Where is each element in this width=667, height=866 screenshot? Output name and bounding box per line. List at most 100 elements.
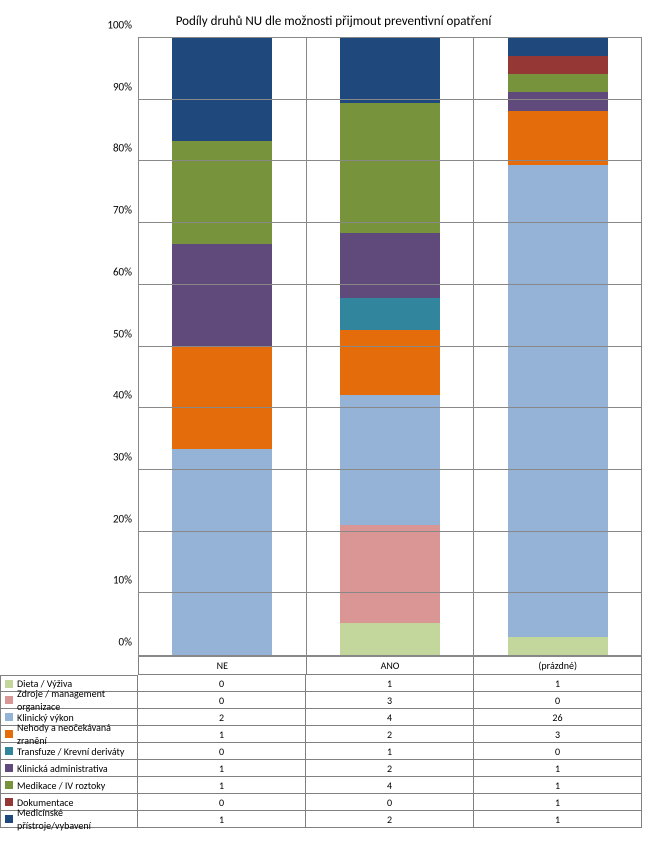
table-row: 121 — [138, 811, 642, 828]
bars-layer — [138, 38, 641, 655]
table-cell: 0 — [138, 692, 306, 709]
table-cell: 26 — [474, 709, 642, 726]
table-row: 123 — [138, 726, 642, 743]
x-tick-label: ANO — [306, 657, 475, 675]
table-cell: 1 — [474, 794, 642, 811]
bar-column — [473, 38, 641, 655]
bar-segment — [508, 38, 608, 56]
legend-label: Medikace / IV roztoky — [17, 779, 105, 792]
bar-segment — [172, 141, 272, 244]
table-cell: 0 — [474, 743, 642, 760]
table-row: 030 — [138, 692, 642, 709]
bar-segment — [340, 233, 440, 298]
bar-segment — [172, 347, 272, 450]
y-tick-label: 50% — [113, 327, 132, 340]
table-cell: 2 — [306, 726, 474, 743]
stacked-bar — [508, 38, 608, 655]
bar-segment — [508, 165, 608, 637]
legend-row: Klinická administrativa — [0, 760, 138, 777]
legend-swatch — [5, 798, 13, 806]
bar-segment — [508, 56, 608, 74]
y-tick-label: 80% — [113, 142, 132, 155]
table-row: 011 — [138, 675, 642, 692]
bar-segment — [340, 395, 440, 525]
table-row: 121 — [138, 760, 642, 777]
legend-row: Medikace / IV roztoky — [0, 777, 138, 794]
chart-container: Podíly druhů NU dle možnosti přijmout pr… — [0, 0, 667, 866]
table-cell: 2 — [306, 811, 474, 828]
legend-label: Transfuze / Krevní deriváty — [17, 745, 124, 758]
legend-row: Nehody a neočekávaná zranění — [0, 726, 138, 743]
table-cell: 4 — [306, 709, 474, 726]
y-tick-label: 90% — [113, 80, 132, 93]
table-row: 141 — [138, 777, 642, 794]
x-axis-labels: NEANO(prázdné) — [138, 657, 642, 675]
legend-swatch — [5, 764, 13, 772]
legend-row: Medicínské přístroje/vybavení — [0, 811, 138, 828]
gridline — [138, 99, 641, 100]
table-cell: 2 — [138, 709, 306, 726]
table-cell: 0 — [138, 675, 306, 692]
bar-segment — [340, 525, 440, 622]
stacked-bar — [172, 38, 272, 655]
table-cell: 1 — [138, 811, 306, 828]
table-cell: 3 — [306, 692, 474, 709]
values-columns: 0110302426123010121141001121 — [138, 675, 642, 828]
table-cell: 0 — [306, 794, 474, 811]
table-cell: 1 — [138, 726, 306, 743]
bar-segment — [172, 38, 272, 141]
y-tick-label: 40% — [113, 389, 132, 402]
gridline — [138, 592, 641, 593]
gridline — [138, 407, 641, 408]
legend-swatch — [5, 815, 13, 823]
x-tick-label: (prázdné) — [473, 657, 642, 675]
gridline — [138, 346, 641, 347]
y-tick-label: 100% — [107, 19, 132, 32]
table-cell: 4 — [306, 777, 474, 794]
bar-segment — [340, 623, 440, 655]
legend-swatch — [5, 781, 13, 789]
legend-swatch — [5, 713, 13, 721]
y-tick-label: 30% — [113, 450, 132, 463]
legend-swatch — [5, 696, 13, 704]
bar-segment — [508, 92, 608, 110]
bar-segment — [508, 111, 608, 165]
bar-column — [138, 38, 306, 655]
table-cell: 1 — [306, 675, 474, 692]
bar-column — [306, 38, 474, 655]
legend-swatch — [5, 747, 13, 755]
table-cell: 1 — [138, 777, 306, 794]
table-cell: 1 — [474, 811, 642, 828]
gridline — [138, 469, 641, 470]
bar-segment — [508, 637, 608, 655]
legend-column: Dieta / VýživaZdroje / management organi… — [0, 675, 138, 828]
stacked-bar — [340, 38, 440, 655]
bar-segment — [508, 74, 608, 92]
bar-segment — [172, 449, 272, 655]
y-tick-label: 20% — [113, 512, 132, 525]
gridline — [138, 222, 641, 223]
table-cell: 1 — [474, 675, 642, 692]
bar-segment — [172, 244, 272, 347]
y-tick-label: 0% — [119, 636, 132, 649]
legend-row: Zdroje / management organizace — [0, 692, 138, 709]
y-tick-label: 10% — [113, 574, 132, 587]
bar-segment — [340, 298, 440, 330]
chart-plot-wrap: 0%10%20%30%40%50%60%70%80%90%100% NEANO(… — [138, 37, 642, 675]
table-cell: 0 — [138, 794, 306, 811]
table-cell: 3 — [474, 726, 642, 743]
plot-area: 0%10%20%30%40%50%60%70%80%90%100% — [138, 37, 642, 657]
table-cell: 1 — [474, 777, 642, 794]
table-cell: 2 — [306, 760, 474, 777]
legend-label: Klinická administrativa — [17, 762, 108, 775]
bar-segment — [340, 330, 440, 395]
y-tick-label: 70% — [113, 204, 132, 217]
chart-title: Podíly druhů NU dle možnosti přijmout pr… — [0, 0, 667, 37]
legend-row: Transfuze / Krevní deriváty — [0, 743, 138, 760]
legend-swatch — [5, 730, 13, 738]
gridline — [138, 531, 641, 532]
table-cell: 0 — [474, 692, 642, 709]
gridline — [138, 160, 641, 161]
legend-swatch — [5, 680, 13, 688]
table-row: 2426 — [138, 709, 642, 726]
